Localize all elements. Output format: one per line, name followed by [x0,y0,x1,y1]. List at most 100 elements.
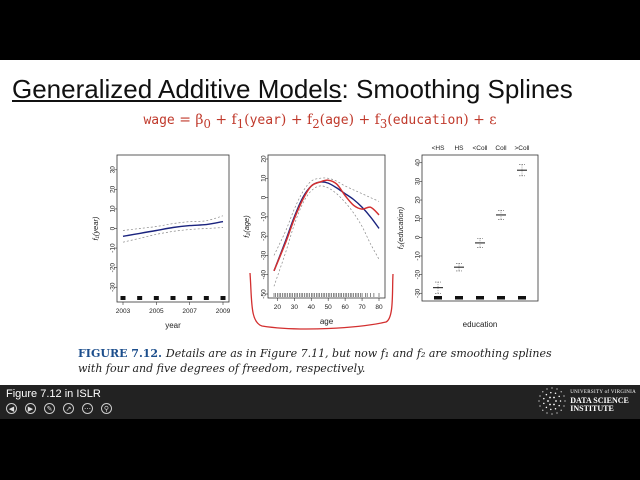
title-sub: Smoothing Splines [355,74,573,104]
figure-caption: FIGURE 7.12. Details are as in Figure 7.1… [78,346,568,376]
formula-wage: wage [143,113,175,128]
ytick-label-2: 10 [261,174,268,182]
logo-dot [563,395,565,397]
logo-dot [560,391,563,393]
formula-eq: = β [174,112,204,128]
logo-dot [543,402,545,405]
ytick-label-2: -20 [261,231,268,241]
zoom-icon[interactable]: ⚲ [101,403,112,414]
formula-f1: + f [210,112,237,128]
ytick-label-1: 10 [110,205,117,213]
logo-dot [554,392,557,395]
formula-age: age [325,113,349,128]
logo-dot [549,403,552,406]
age-fit-line [273,181,380,272]
education-rug-mark [476,296,484,300]
logo-dot [564,400,566,402]
starburst-icon [538,387,566,415]
logo-dot [558,404,561,407]
bar-title: Figure 7.12 in ISLR [6,388,101,400]
logo-line3: INSTITUTE [570,404,614,413]
xtick-label-2: 40 [308,304,316,311]
year-rug-mark [187,296,193,300]
logo-dot [553,396,556,399]
next-icon[interactable]: ▶ [25,403,36,414]
formula-eps: + ε [468,112,497,128]
ytick-label-2: -50 [261,289,268,299]
xtick-label-2: 60 [342,304,350,311]
ytick-label-2: -10 [261,212,268,222]
category-label: Coll [495,145,507,152]
ytick-label-3: 40 [415,159,422,167]
formula-f2: + f [286,112,313,128]
ytick-label-3: 10 [415,215,422,223]
logo-dot [549,396,552,399]
ytick-label-2: 0 [261,195,268,199]
logo-dot [553,403,556,406]
year-fit-line [122,220,224,237]
formula-f3-sub: 3 [379,116,388,131]
logo-dot [539,395,541,397]
xtick-label-2: 70 [358,304,366,311]
pen-icon[interactable]: ✎ [44,403,55,414]
xlabel-1: year [165,321,181,330]
logo-dot [560,409,563,411]
ytick-label-2: -40 [261,270,268,280]
logo-dot [555,400,558,402]
red-bracket-annotation [249,272,394,330]
ytick-label-1: 30 [110,166,117,174]
logo-dot [554,407,557,410]
xtick-label-2: 50 [325,304,333,311]
xtick-label-1: 2003 [116,308,131,315]
title-main: Generalized Additive Models [12,74,342,104]
logo-dot [545,406,548,409]
gam-formula: wage = β0 + f1(year) + f2(age) + f3(educ… [143,112,497,131]
slide-title: Generalized Additive Models: Smoothing S… [12,74,573,105]
more-icon[interactable]: ⋯ [82,403,93,414]
logo-dot [550,408,552,411]
year-rug-mark [120,296,126,300]
slide-controls: ◀ ▶ ✎ ↗ ⋯ ⚲ [6,403,112,414]
education-rug-mark [434,296,442,300]
ytick-label-2: 20 [261,155,268,163]
logo-dot [542,409,544,411]
xtick-label-1: 2009 [216,308,231,315]
caption-label: FIGURE 7.12. [78,347,162,360]
ytick-label-3: -10 [415,251,422,261]
logo-dot [551,387,553,389]
ytick-label-1: -10 [110,243,117,253]
logo-dot [546,388,548,390]
year-rug-mark [153,296,159,300]
slide: Generalized Additive Models: Smoothing S… [0,60,640,385]
year-rug-mark [203,296,209,300]
logo-dot [556,412,558,414]
ytick-label-3: 30 [415,177,422,185]
ylabel-2: f₂(age) [242,215,251,238]
logo-dot [539,405,541,407]
ytick-label-1: -30 [110,282,117,292]
logo-dot [556,388,558,390]
formula-f2-sub: 2 [312,116,320,131]
education-rug-mark [518,296,526,300]
prev-icon[interactable]: ◀ [6,403,17,414]
category-label: <Coll [473,145,489,152]
category-label: <HS [432,145,445,152]
logo-dot [545,393,548,396]
pointer-icon[interactable]: ↗ [63,403,74,414]
plot-frame-3 [421,154,539,302]
ytick-label-1: -20 [110,263,117,273]
education-rug-mark [497,296,505,300]
ytick-label-3: 0 [415,235,422,239]
age-band-lower [273,185,380,287]
xtick-label-2: 30 [291,304,299,311]
xlabel-2: age [320,317,334,326]
logo-dot [563,405,565,407]
ylabel-3: f₃(education) [396,206,405,249]
formula-year: year [249,113,281,128]
category-label: HS [454,145,464,152]
ytick-label-3: -20 [415,270,422,280]
age-band-upper [273,177,380,256]
formula-f3: + f [354,112,380,128]
logo-line2: DATA SCIENCE [570,396,629,405]
year-band-line [122,227,224,243]
